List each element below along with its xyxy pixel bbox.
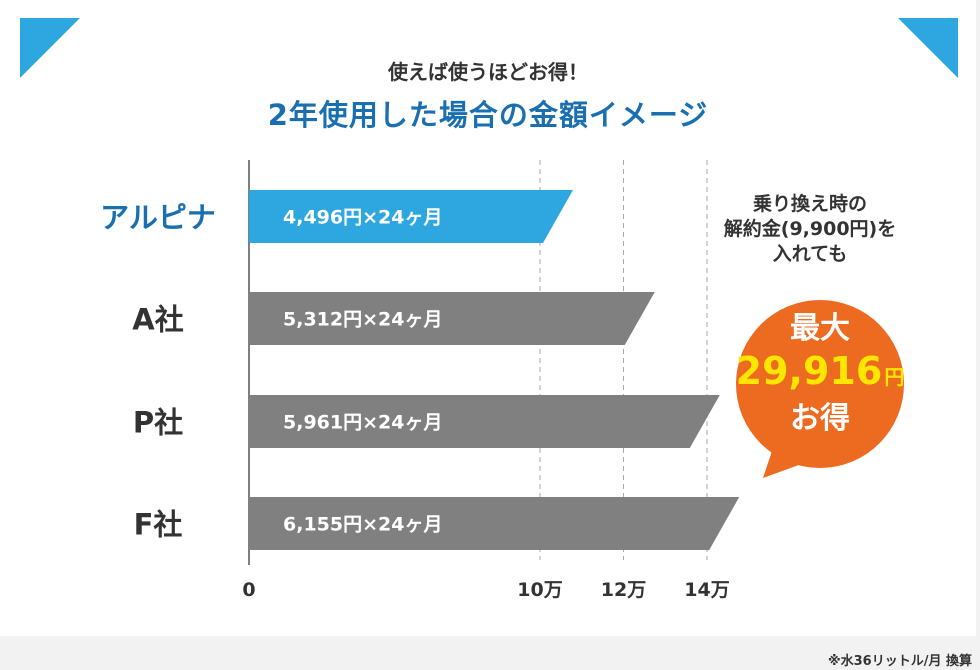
savings-bubble-text: 最大 29,916 円 お得 (731, 310, 909, 438)
note-line-1: 乗り換え時の (752, 193, 867, 215)
corner-decoration-left (20, 18, 80, 78)
corner-decoration-right (898, 18, 958, 78)
bubble-amount-unit: 円 (884, 365, 905, 389)
category-label-2: P社 (133, 406, 183, 440)
bar-label-3: 6,155円×24ヶ月 (283, 514, 442, 536)
bar-3 (249, 497, 740, 550)
note-line-2: 解約金(9,900円)を (723, 218, 897, 240)
bar-1 (249, 292, 655, 345)
x-tick-label-3: 14万 (684, 579, 729, 601)
note-line-3: 入れても (772, 243, 848, 265)
footnote: ※水36リットル/月 換算 (827, 654, 972, 669)
chart-title: 2年使用した場合の金額イメージ (267, 98, 709, 132)
bar-2 (249, 395, 720, 448)
category-label-0: アルピナ (100, 201, 216, 235)
category-label-3: F社 (134, 508, 183, 542)
savings-bubble (736, 300, 904, 478)
bar-label-1: 5,312円×24ヶ月 (283, 309, 442, 331)
chart-card: 使えば使うほどお得！ 2年使用した場合の金額イメージ 4,496円×24ヶ月 アル… (0, 0, 976, 636)
bubble-amount: 29,916 円 (731, 348, 909, 400)
bar-chart: 4,496円×24ヶ月 アルピナ 5,312円×24ヶ月 A社 5,961円×24ヶ月 P… (100, 160, 740, 601)
bubble-savings-label: お得 (790, 401, 850, 436)
x-tick-label-2: 12万 (601, 579, 646, 601)
category-label-1: A社 (132, 303, 183, 337)
bar-label-0: 4,496円×24ヶ月 (283, 207, 442, 229)
bar-0 (249, 190, 573, 243)
x-tick-label-0: 0 (242, 579, 255, 601)
bar-label-2: 5,961円×24ヶ月 (283, 412, 442, 434)
chart-subtitle: 使えば使うほどお得！ (388, 60, 588, 84)
bubble-amount-value: 29,916 (735, 349, 883, 393)
switch-fee-note: 乗り換え時の 解約金(9,900円)を 入れても (690, 192, 930, 267)
x-tick-label-1: 10万 (517, 579, 562, 601)
bubble-max-label: 最大 (790, 311, 850, 346)
